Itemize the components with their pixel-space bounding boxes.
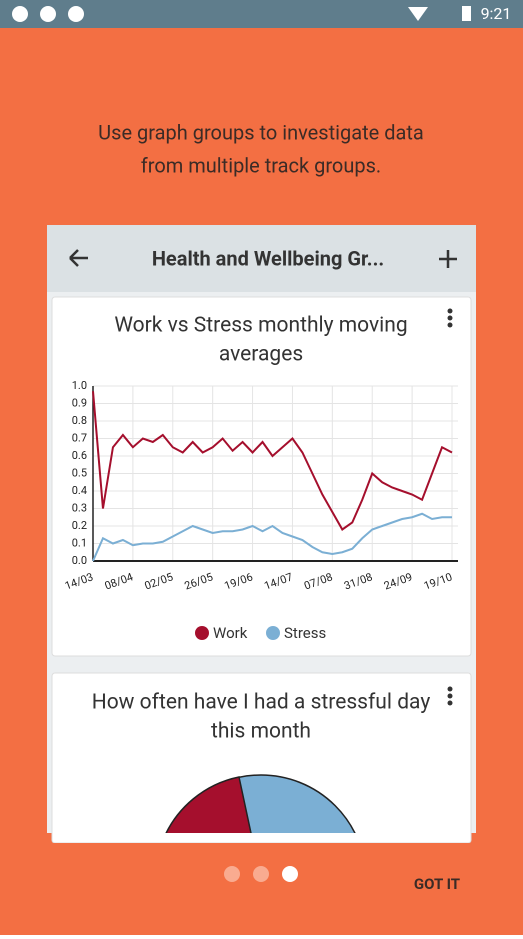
y-tick-label: 0.3: [72, 501, 87, 514]
series-line: [92, 512, 452, 562]
y-tick-label: 0.1: [72, 536, 87, 549]
y-tick-label: 1.0: [72, 379, 87, 392]
back-icon: [69, 249, 88, 267]
series-line: [92, 391, 453, 531]
y-tick-label: 0.7: [72, 431, 87, 444]
y-tick-label: 0.0: [72, 554, 87, 567]
pie: [165, 774, 356, 833]
menu-icon: [447, 308, 453, 328]
app-bar: [47, 225, 476, 292]
page-dot[interactable]: [253, 866, 269, 882]
clock: 9:21: [481, 4, 512, 23]
chart-title: averages: [219, 343, 303, 367]
card-title: this month: [211, 720, 311, 744]
page-dot[interactable]: [282, 866, 298, 882]
y-tick-label: 0.2: [72, 519, 87, 532]
intro-line: Use graph groups to investigate data: [98, 120, 424, 144]
y-tick-label: 0.5: [72, 466, 87, 479]
card-title: How often have I had a stressful day: [92, 691, 431, 715]
legend-swatch: [195, 626, 209, 640]
legend-label: Work: [213, 624, 248, 642]
y-tick-label: 0.9: [72, 396, 87, 409]
legend-label: Stress: [284, 624, 326, 642]
app-bar-title: Health and Wellbeing Gr...: [152, 246, 384, 270]
bottom-bar: [0, 843, 523, 935]
status-icons: [12, 6, 471, 22]
legend-swatch: [266, 626, 280, 640]
menu-icon: [447, 686, 453, 706]
page-dot[interactable]: [224, 866, 240, 882]
status-bar: [0, 0, 523, 28]
chart-card: [51, 296, 472, 657]
got-it-button[interactable]: GOT IT: [414, 875, 460, 893]
y-tick-label: 0.4: [72, 484, 87, 497]
add-icon: [439, 250, 457, 268]
intro-line: from multiple track groups.: [141, 153, 381, 177]
chart-title: Work vs Stress monthly moving: [114, 314, 407, 338]
y-tick-label: 0.6: [72, 449, 87, 462]
y-tick-label: 0.8: [72, 414, 87, 427]
